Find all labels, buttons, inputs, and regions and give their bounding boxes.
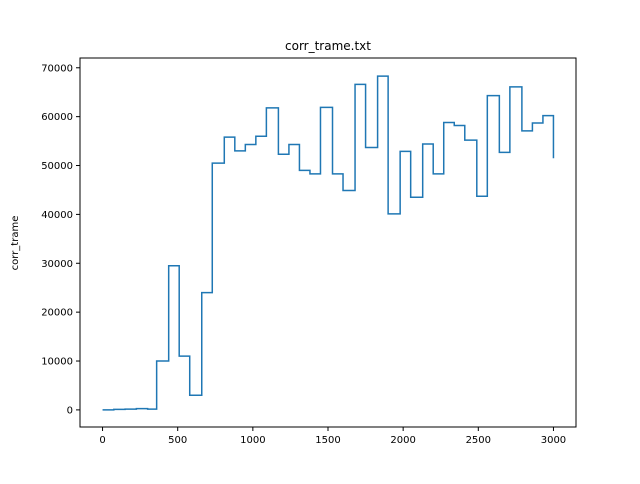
y-tick-label: 0 [67,405,73,416]
x-tick-label: 1000 [240,435,265,446]
axes-frame [79,57,577,428]
series-line-0 [102,75,555,411]
y-tick-label: 60000 [41,112,73,123]
y-axis-label: corr_trame [10,216,21,271]
y-tick-label: 20000 [41,308,73,319]
ticks-layer: 0 500 1000 1500 2000 2500 30000100002000030000… [41,63,566,446]
x-tick-label: 1500 [315,435,340,446]
x-tick-label: 0 [99,435,105,446]
y-tick-label: 10000 [41,357,73,368]
x-tick-label: 2000 [390,435,415,446]
y-tick-label: 40000 [41,210,73,221]
chart-title: corr_trame.txt [285,39,371,53]
series-layer [102,75,555,411]
y-tick-label: 70000 [41,63,73,74]
x-tick-label: 500 [168,435,187,446]
y-tick-label: 30000 [41,259,73,270]
x-tick-label: 3000 [541,435,566,446]
y-tick-label: 50000 [41,161,73,172]
x-tick-label: 2500 [466,435,491,446]
